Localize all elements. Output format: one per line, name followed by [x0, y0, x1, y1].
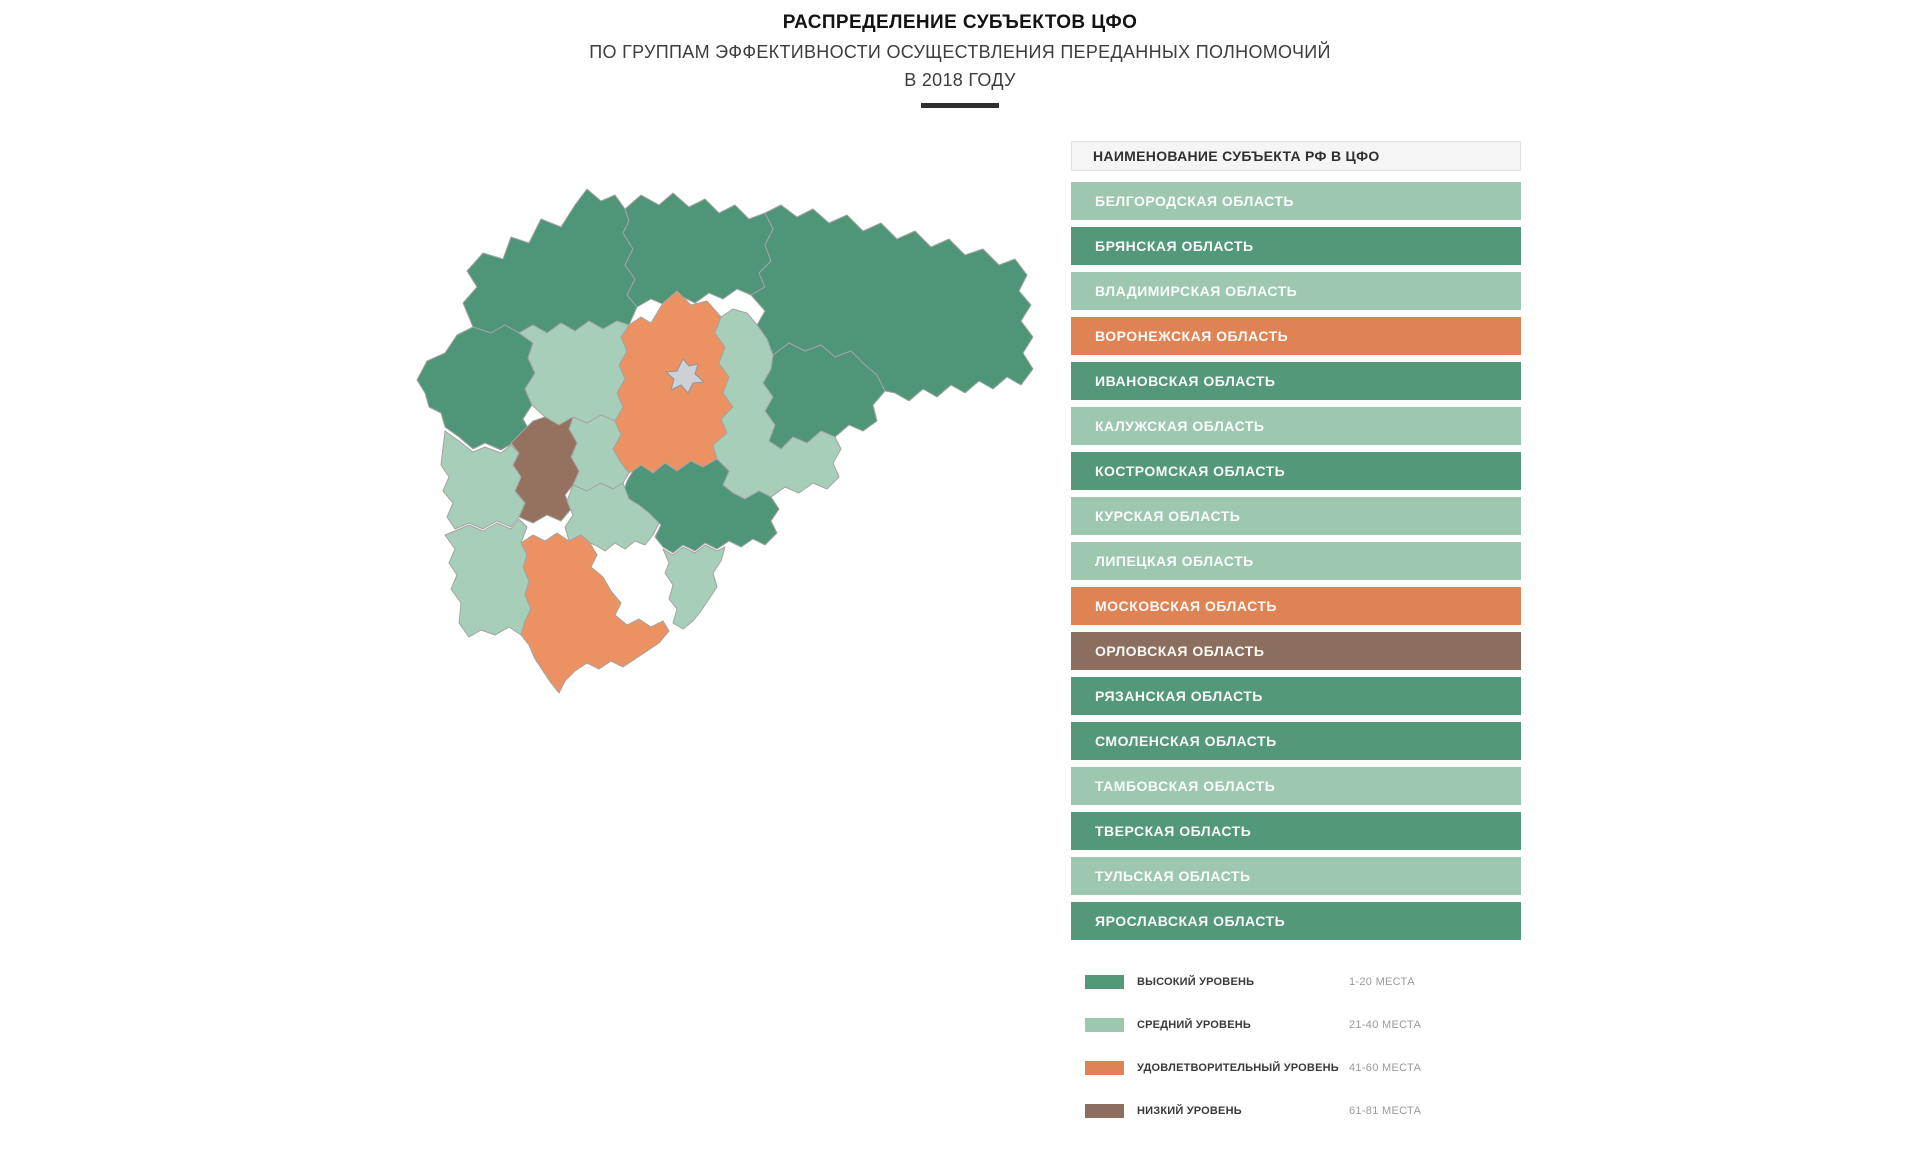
legend-row: УДОВЛЕТВОРИТЕЛЬНЫЙ УРОВЕНЬ 41-60 МЕСТА [1085, 1061, 1521, 1075]
legend-label: НИЗКИЙ УРОВЕНЬ [1137, 1105, 1242, 1117]
map-region-yaroslavskaya [622, 192, 774, 308]
subject-row: БЕЛГОРОДСКАЯ ОБЛАСТЬ [1071, 182, 1521, 220]
subject-row: КОСТРОМСКАЯ ОБЛАСТЬ [1071, 452, 1521, 490]
map-region-voronezhskaya [520, 532, 670, 694]
legend-places: 41-60 МЕСТА [1349, 1062, 1422, 1074]
map-region-bryanskaya [440, 430, 526, 530]
map-region-smolenskaya [416, 324, 536, 451]
map-svg [416, 188, 1034, 694]
subject-row: КУРСКАЯ ОБЛАСТЬ [1071, 497, 1521, 535]
subject-row: МОСКОВСКАЯ ОБЛАСТЬ [1071, 587, 1521, 625]
legend-swatch-high [1085, 975, 1124, 989]
legend-label: УДОВЛЕТВОРИТЕЛЬНЫЙ УРОВЕНЬ [1137, 1062, 1339, 1074]
subject-row: РЯЗАНСКАЯ ОБЛАСТЬ [1071, 677, 1521, 715]
subject-row: ИВАНОВСКАЯ ОБЛАСТЬ [1071, 362, 1521, 400]
legend-places: 1-20 МЕСТА [1349, 976, 1415, 988]
legend-places: 61-81 МЕСТА [1349, 1105, 1422, 1117]
subject-row: БРЯНСКАЯ ОБЛАСТЬ [1071, 227, 1521, 265]
subject-row: ТВЕРСКАЯ ОБЛАСТЬ [1071, 812, 1521, 850]
subject-row: ТАМБОВСКАЯ ОБЛАСТЬ [1071, 767, 1521, 805]
map-region-kurskaya [444, 518, 532, 638]
legend-label: СРЕДНИЙ УРОВЕНЬ [1137, 1019, 1251, 1031]
legend-row: НИЗКИЙ УРОВЕНЬ 61-81 МЕСТА [1085, 1104, 1521, 1118]
map-region-tverskaya [462, 188, 638, 334]
legend-label: ВЫСОКИЙ УРОВЕНЬ [1137, 976, 1255, 988]
title-block: РАСПРЕДЕЛЕНИЕ СУБЪЕКТОВ ЦФО ПО ГРУППАМ Э… [480, 12, 1440, 108]
page-subtitle-2: В 2018 ГОДУ [904, 70, 1016, 90]
title-divider [921, 103, 999, 108]
map-region-lipetskaya [564, 482, 660, 552]
subject-row: ВЛАДИМИРСКАЯ ОБЛАСТЬ [1071, 272, 1521, 310]
subject-row: КАЛУЖСКАЯ ОБЛАСТЬ [1071, 407, 1521, 445]
legend-row: ВЫСОКИЙ УРОВЕНЬ 1-20 МЕСТА [1085, 975, 1521, 989]
page-title: РАСПРЕДЕЛЕНИЕ СУБЪЕКТОВ ЦФО [782, 12, 1138, 33]
map-region-vladimirskaya [712, 308, 842, 500]
map-region-tambovskaya [662, 544, 726, 630]
subjects-list: БЕЛГОРОДСКАЯ ОБЛАСТЬ БРЯНСКАЯ ОБЛАСТЬ ВЛАД… [1071, 182, 1521, 940]
legend-row: СРЕДНИЙ УРОВЕНЬ 21-40 МЕСТА [1085, 1018, 1521, 1032]
legend-swatch-low [1085, 1104, 1124, 1118]
map-region-moskva-city [665, 358, 705, 394]
subject-row: ТУЛЬСКАЯ ОБЛАСТЬ [1071, 857, 1521, 895]
legend: ВЫСОКИЙ УРОВЕНЬ 1-20 МЕСТА СРЕДНИЙ УРОВЕНЬ… [1085, 975, 1521, 1147]
subject-row: ВОРОНЕЖСКАЯ ОБЛАСТЬ [1071, 317, 1521, 355]
subject-row: ЛИПЕЦКАЯ ОБЛАСТЬ [1071, 542, 1521, 580]
subject-row: СМОЛЕНСКАЯ ОБЛАСТЬ [1071, 722, 1521, 760]
subjects-panel: НАИМЕНОВАНИЕ СУБЪЕКТА РФ В ЦФО БЕЛГОРОДС… [1071, 141, 1521, 947]
legend-swatch-satisfactory [1085, 1061, 1124, 1075]
map-region-kaluzhskaya [518, 320, 630, 426]
legend-swatch-medium [1085, 1018, 1124, 1032]
panel-header: НАИМЕНОВАНИЕ СУБЪЕКТА РФ В ЦФО [1071, 141, 1521, 171]
cfo-choropleth-map [415, 175, 1035, 720]
subject-row: ЯРОСЛАВСКАЯ ОБЛАСТЬ [1071, 902, 1521, 940]
legend-places: 21-40 МЕСТА [1349, 1019, 1422, 1031]
page-subtitle-1: ПО ГРУППАМ ЭФФЕКТИВНОСТИ ОСУЩЕСТВЛЕНИЯ П… [589, 42, 1331, 62]
subject-row: ОРЛОВСКАЯ ОБЛАСТЬ [1071, 632, 1521, 670]
